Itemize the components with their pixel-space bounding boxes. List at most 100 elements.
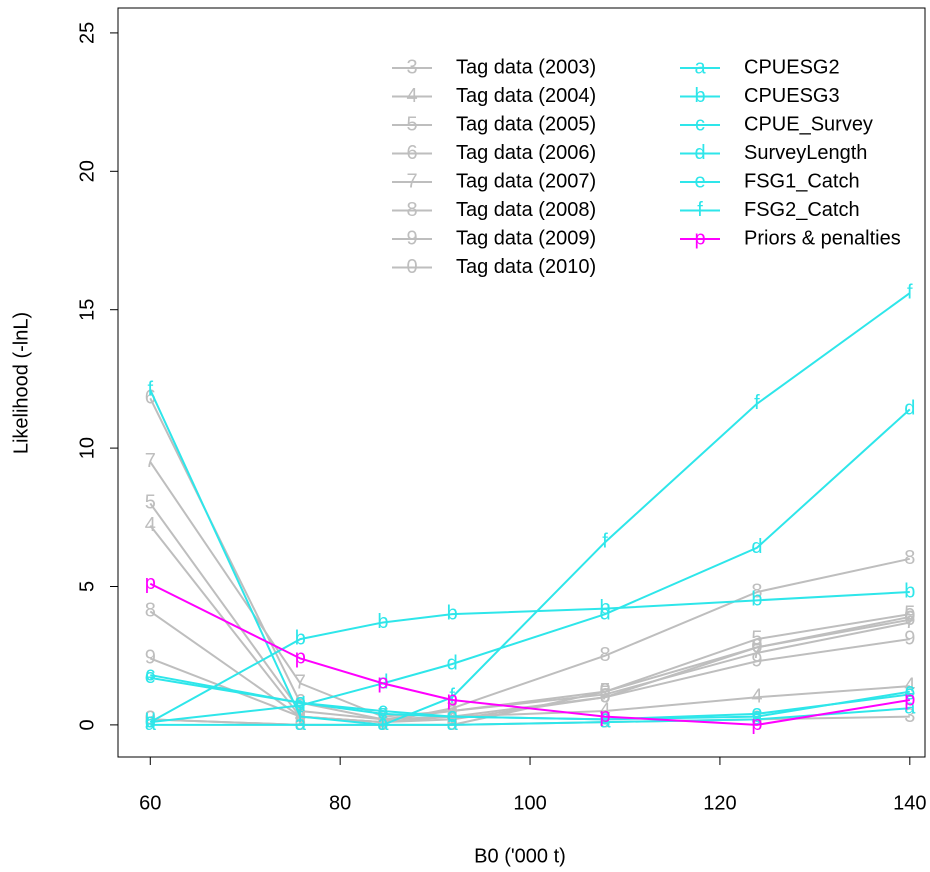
point-symbol: c <box>905 680 915 702</box>
point-symbol: 4 <box>145 514 156 536</box>
legend-symbol: 9 <box>406 227 417 249</box>
point-symbol: 6 <box>904 608 915 630</box>
series-line <box>149 292 911 726</box>
point-symbol: b <box>599 597 610 619</box>
legend-symbol: 3 <box>406 56 417 78</box>
point-symbol: b <box>377 611 388 633</box>
point-symbol: 0 <box>599 680 610 702</box>
point-symbol: f <box>380 713 386 735</box>
point-symbol: 7 <box>377 705 388 727</box>
point-symbol: e <box>904 683 915 705</box>
point-symbol: c <box>378 699 388 721</box>
x-tick-label: 80 <box>329 792 351 814</box>
point-symbol: a <box>295 713 307 735</box>
legend-symbol: 6 <box>406 142 417 164</box>
point-symbol: 9 <box>377 710 388 732</box>
legend-label: Priors & penalties <box>744 227 901 249</box>
legend-label: FSG2_Catch <box>744 199 860 221</box>
point-symbol: 9 <box>447 708 458 730</box>
point-symbol: f <box>754 392 760 414</box>
point-symbol: c <box>752 705 762 727</box>
point-symbol: p <box>447 688 458 710</box>
series-line <box>150 676 910 721</box>
point-symbol: 4 <box>599 699 610 721</box>
point-symbol: 9 <box>599 685 610 707</box>
legend-label: Tag data (2006) <box>456 142 596 164</box>
point-symbol: 9 <box>751 650 762 672</box>
legend-symbol: 5 <box>406 113 417 135</box>
legend-symbol: a <box>694 56 706 78</box>
point-symbol: f <box>449 685 455 707</box>
point-symbol: 5 <box>904 602 915 624</box>
legend-label: SurveyLength <box>744 142 867 164</box>
x-tick-label: 60 <box>139 792 161 814</box>
point-symbol: p <box>145 572 156 594</box>
point-symbol: 6 <box>377 708 388 730</box>
legend-label: Tag data (2009) <box>456 227 596 249</box>
point-symbol: p <box>751 713 762 735</box>
point-symbol: f <box>907 281 913 303</box>
point-symbol: 4 <box>904 674 915 696</box>
series-line <box>150 408 911 724</box>
x-tick-label: 120 <box>703 792 736 814</box>
point-symbol: 7 <box>447 699 458 721</box>
point-symbol: d <box>145 710 156 732</box>
legend-symbol: b <box>694 85 705 107</box>
point-symbol: 6 <box>145 387 156 409</box>
legend-label: Tag data (2003) <box>456 56 596 78</box>
point-symbol: 0 <box>751 636 762 658</box>
point-symbol: 8 <box>145 600 156 622</box>
point-symbol: 8 <box>904 547 915 569</box>
legend-symbol: 4 <box>406 85 417 107</box>
point-symbol: d <box>904 398 915 420</box>
point-symbol: d <box>751 536 762 558</box>
legend-label: CPUESG2 <box>744 56 840 78</box>
point-symbol: f <box>298 705 304 727</box>
point-symbol: e <box>295 691 306 713</box>
point-symbol: 3 <box>904 705 915 727</box>
legend-symbol: 8 <box>406 199 417 221</box>
point-symbol: 5 <box>145 492 156 514</box>
point-symbol: 0 <box>145 708 156 730</box>
legend-label: Tag data (2005) <box>456 113 596 135</box>
point-symbol: 7 <box>599 683 610 705</box>
point-symbol: 0 <box>904 605 915 627</box>
legend-label: Tag data (2010) <box>456 256 596 278</box>
point-symbol: 8 <box>599 644 610 666</box>
point-symbol: d <box>295 694 306 716</box>
point-symbol: f <box>602 530 608 552</box>
legend-symbol: c <box>695 113 705 135</box>
point-symbol: e <box>377 702 388 724</box>
legend-label: CPUESG3 <box>744 85 840 107</box>
y-tick-label: 0 <box>76 719 98 730</box>
legend-symbol: f <box>697 199 703 221</box>
x-tick-label: 140 <box>893 792 926 814</box>
y-tick-label: 20 <box>76 160 98 182</box>
point-symbol: 5 <box>751 627 762 649</box>
series-line <box>150 707 910 726</box>
point-symbol: b <box>904 580 915 602</box>
series-line <box>149 582 910 726</box>
legend-label: Tag data (2007) <box>456 170 596 192</box>
legend-symbol: 0 <box>406 256 417 278</box>
series-line <box>149 461 911 718</box>
legend-symbol: e <box>694 170 705 192</box>
point-symbol: 8 <box>751 580 762 602</box>
y-axis-label: Likelihood (-lnL) <box>10 312 32 454</box>
series-line <box>149 524 910 724</box>
point-symbol: p <box>295 647 306 669</box>
point-symbol: 9 <box>904 627 915 649</box>
point-symbol: d <box>599 602 610 624</box>
point-symbol: b <box>295 627 306 649</box>
point-symbol: e <box>447 705 458 727</box>
point-symbol: 7 <box>751 641 762 663</box>
y-tick-label: 15 <box>76 299 98 321</box>
point-symbol: b <box>751 589 762 611</box>
point-symbol: c <box>145 663 155 685</box>
legend-label: FSG1_Catch <box>744 170 860 192</box>
point-symbol: a <box>145 713 157 735</box>
point-symbol: b <box>447 602 458 624</box>
point-symbol: e <box>751 702 762 724</box>
point-symbol: 4 <box>751 685 762 707</box>
